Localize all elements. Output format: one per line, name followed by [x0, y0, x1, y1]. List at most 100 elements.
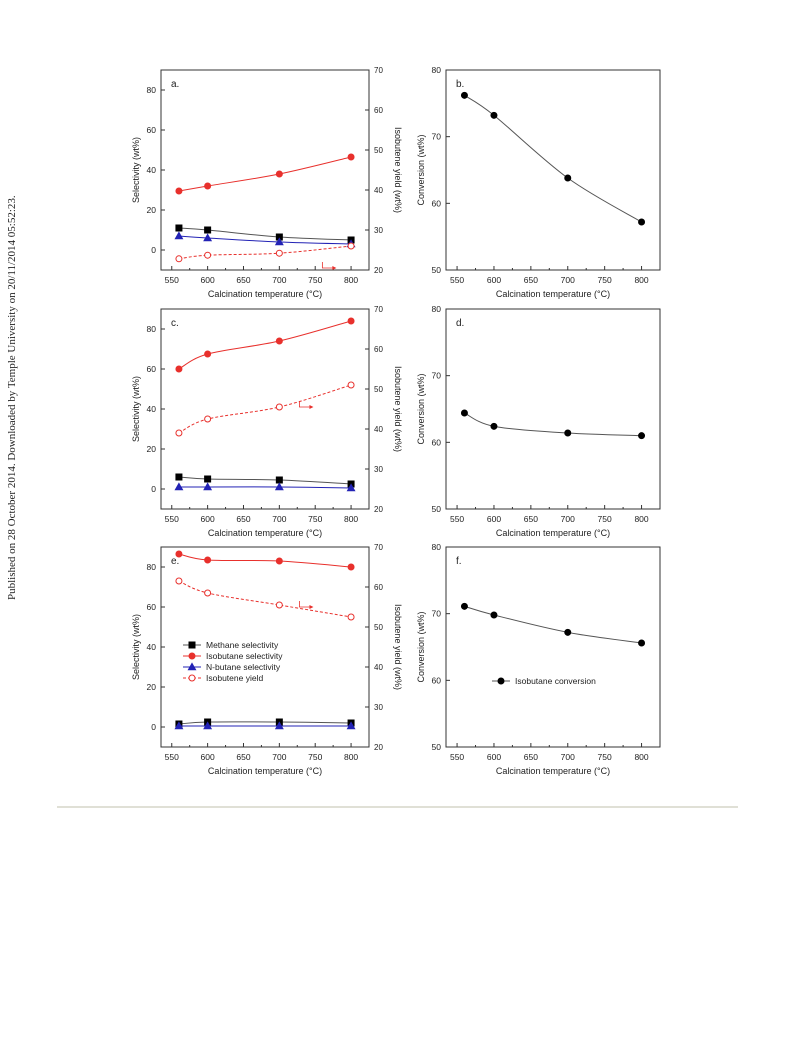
y-tick-label: 80	[147, 324, 157, 334]
x-tick-label: 800	[344, 752, 358, 762]
y2-tick-label: 70	[374, 305, 383, 314]
series-line	[178, 320, 352, 370]
data-point	[274, 237, 284, 246]
yield-axis-arrowhead	[332, 266, 337, 270]
data-point	[275, 337, 283, 345]
series-line	[178, 553, 352, 568]
data-point	[174, 721, 184, 730]
data-point	[564, 174, 572, 182]
y-tick-label: 50	[432, 504, 442, 514]
data-point	[204, 475, 212, 483]
legend-marker	[188, 641, 196, 649]
panel-label: d.	[456, 318, 464, 329]
x-tick-label: 550	[165, 275, 179, 285]
yield-axis-arrow	[299, 601, 312, 608]
data-point	[275, 249, 283, 257]
legend-label: Isobutene yield	[206, 673, 263, 683]
y2-tick-label: 60	[374, 345, 383, 354]
x-tick-label: 750	[308, 275, 322, 285]
y2-tick-label: 40	[374, 663, 383, 672]
x-tick-label: 800	[634, 752, 648, 762]
x-axis-label: Calcination temperature (°C)	[496, 766, 610, 776]
panel-label: e.	[171, 556, 179, 567]
y2-tick-label: 70	[374, 66, 383, 75]
legend-marker	[187, 662, 197, 671]
y-tick-label: 0	[151, 722, 156, 732]
panel-label: a.	[171, 79, 179, 90]
legend-label: Isobutane selectivity	[206, 651, 283, 661]
x-tick-label: 550	[450, 752, 464, 762]
data-point	[175, 473, 183, 481]
chart-panel-4: 550 600 650 700 750 800 50 60 70 80 Calcination te…	[416, 304, 661, 538]
data-point	[175, 187, 183, 195]
data-point	[347, 317, 355, 325]
x-axis-label: Calcination temperature (°C)	[208, 289, 322, 299]
data-point	[460, 91, 468, 99]
y-tick-label: 80	[432, 304, 442, 314]
data-point	[175, 550, 183, 558]
x-tick-label: 750	[308, 752, 322, 762]
y2-tick-label: 50	[374, 146, 383, 155]
y2-tick-label: 60	[374, 106, 383, 115]
y-tick-label: 80	[147, 85, 157, 95]
y2-axis-label: Isobutene yield (wt%)	[393, 604, 403, 690]
y-axis-label: Selectivity (wt%)	[131, 614, 141, 680]
x-axis-label: Calcination temperature (°C)	[496, 528, 610, 538]
data-point	[203, 233, 213, 242]
data-point	[204, 415, 212, 423]
data-point	[175, 255, 183, 263]
series-line	[178, 384, 352, 434]
y-tick-label: 60	[432, 198, 442, 208]
y2-axis-label: Isobutene yield (wt%)	[393, 366, 403, 452]
series-line	[178, 156, 352, 192]
x-tick-label: 550	[450, 275, 464, 285]
data-point	[347, 563, 355, 571]
plot-frame	[445, 308, 661, 510]
x-tick-label: 750	[308, 514, 322, 524]
y2-tick-label: 30	[374, 465, 383, 474]
x-tick-label: 650	[524, 752, 538, 762]
series-line	[178, 476, 352, 485]
y-tick-label: 20	[147, 205, 157, 215]
y-tick-label: 60	[432, 675, 442, 685]
y-tick-label: 60	[147, 602, 157, 612]
series-line	[178, 486, 352, 489]
data-point	[490, 611, 498, 619]
chart-panel-1: 550 600 650 700 750 800 0 20 40 60 80 20 30 40 50 60 70 C…	[131, 66, 403, 299]
x-tick-label: 750	[598, 275, 612, 285]
y2-tick-label: 20	[374, 743, 383, 752]
y-axis-label: Conversion (wt%)	[416, 134, 426, 205]
y-tick-label: 60	[432, 437, 442, 447]
panel-label: c.	[171, 318, 179, 329]
data-point	[346, 483, 356, 492]
data-point	[275, 170, 283, 178]
y2-tick-label: 20	[374, 266, 383, 275]
x-tick-label: 650	[524, 514, 538, 524]
yield-axis-arrowhead	[309, 605, 314, 609]
series-line	[178, 227, 352, 241]
data-point	[347, 381, 355, 389]
series-line	[178, 580, 352, 618]
y-axis-label: Selectivity (wt%)	[131, 376, 141, 442]
data-point	[460, 602, 468, 610]
y2-tick-label: 70	[374, 543, 383, 552]
yield-axis-arrow	[321, 262, 335, 269]
y-tick-label: 70	[432, 132, 442, 142]
data-point	[460, 409, 468, 417]
x-tick-label: 550	[450, 514, 464, 524]
x-tick-label: 550	[165, 752, 179, 762]
y-tick-label: 80	[432, 542, 442, 552]
data-point	[274, 721, 284, 730]
plot-frame	[445, 69, 661, 271]
chart-panel-3: 550 600 650 700 750 800 0 20 40 60 80 20 30 40 50 60 70 C…	[131, 305, 403, 538]
y2-tick-label: 30	[374, 226, 383, 235]
data-point	[347, 613, 355, 621]
series-line	[464, 412, 642, 437]
y-tick-label: 0	[151, 245, 156, 255]
data-point	[347, 153, 355, 161]
yield-axis-arrowhead	[309, 405, 314, 409]
data-point	[638, 639, 646, 647]
x-tick-label: 600	[201, 752, 215, 762]
y2-tick-label: 20	[374, 505, 383, 514]
